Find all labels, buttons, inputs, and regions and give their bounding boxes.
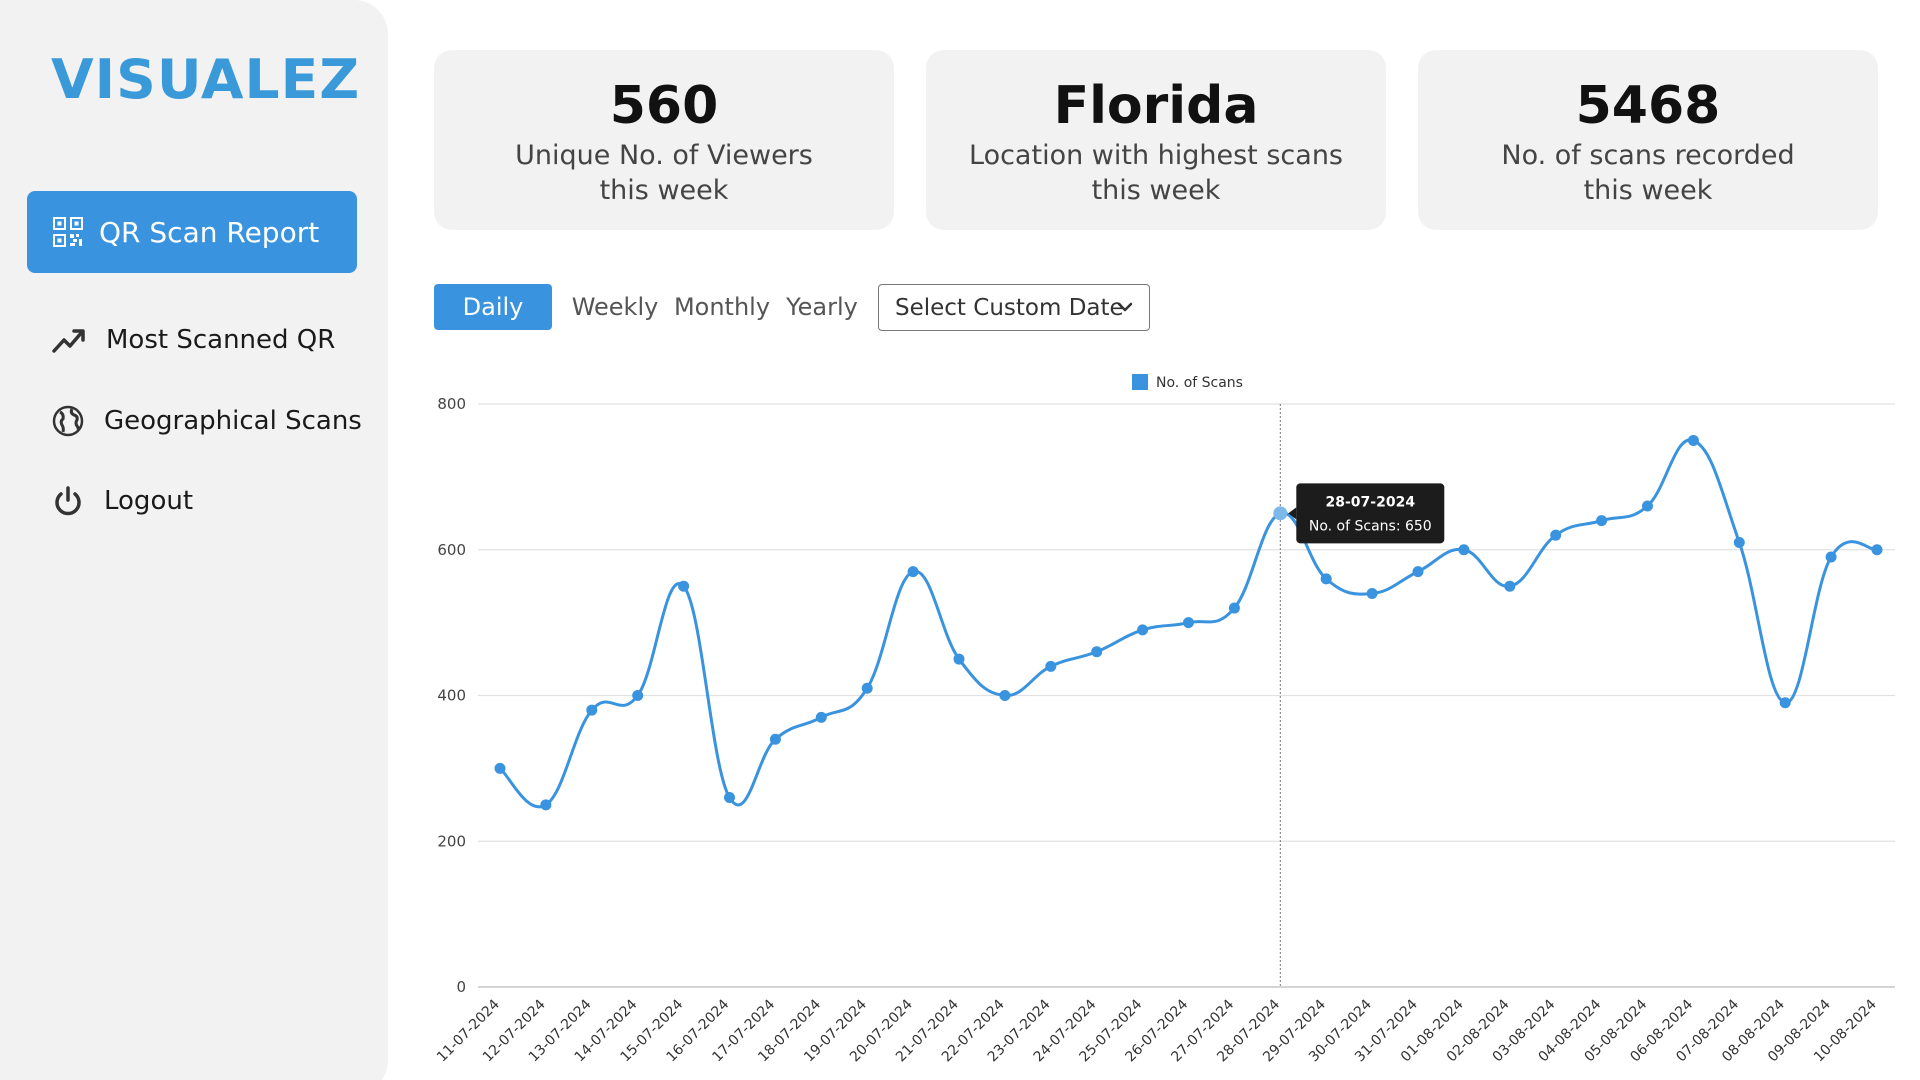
stat-card-unique-viewers: 560 Unique No. of Viewers this week	[434, 50, 894, 230]
data-point	[724, 792, 735, 804]
nav-qr-scan-report[interactable]: QR Scan Report	[27, 191, 357, 273]
data-point	[999, 690, 1011, 701]
power-icon	[52, 485, 84, 517]
stat-desc-line2: this week	[1091, 175, 1221, 206]
custom-date-select[interactable]: Select Custom Date	[878, 284, 1150, 331]
data-point	[1687, 434, 1699, 446]
globe-icon	[52, 405, 84, 437]
data-point	[815, 711, 827, 723]
nav-logout-label: Logout	[104, 486, 194, 516]
y-tick-label: 0	[456, 978, 466, 996]
data-point	[1596, 515, 1608, 527]
tooltip-box	[1296, 483, 1445, 544]
data-point	[953, 653, 965, 665]
stat-value: 560	[609, 76, 719, 136]
data-point	[678, 580, 690, 592]
series-line	[498, 438, 1878, 809]
stat-value: Florida	[1053, 76, 1259, 136]
data-point	[494, 762, 506, 774]
nav-qr-scan-report-label: QR Scan Report	[99, 215, 320, 249]
y-tick-label: 600	[437, 541, 466, 559]
tab-daily[interactable]: Daily	[434, 284, 552, 330]
y-tick-label: 400	[437, 687, 466, 705]
data-point	[1733, 536, 1745, 548]
data-point	[1137, 624, 1149, 636]
tooltip-date: 28-07-2024	[1326, 494, 1416, 510]
qr-code-icon	[53, 217, 83, 247]
data-point	[586, 704, 598, 716]
data-point	[1642, 500, 1653, 512]
data-point	[632, 690, 644, 701]
data-point	[1458, 544, 1470, 556]
stat-desc-line1: No. of scans recorded	[1501, 140, 1795, 171]
stat-desc-line2: this week	[1583, 175, 1713, 206]
data-point	[1504, 580, 1516, 592]
tab-yearly[interactable]: Yearly	[786, 293, 858, 321]
data-point	[861, 682, 873, 694]
data-point	[540, 799, 552, 811]
nav-geographical-scans[interactable]: Geographical Scans	[52, 399, 362, 443]
data-point	[1550, 529, 1562, 541]
data-point	[1412, 566, 1424, 578]
stat-desc-line1: Location with highest scans	[969, 140, 1343, 171]
stat-card-scans-recorded: 5468 No. of scans recorded this week	[1418, 50, 1878, 230]
sidebar: VISUALEZ QR Scan Report	[0, 0, 388, 1080]
data-point	[1366, 587, 1378, 599]
nav-most-scanned-qr[interactable]: Most Scanned QR	[52, 318, 335, 362]
data-point	[1273, 506, 1288, 521]
custom-date-label: Select Custom Date	[895, 294, 1124, 321]
stat-value: 5468	[1575, 76, 1721, 136]
stat-card-top-location: Florida Location with highest scans this…	[926, 50, 1386, 230]
y-tick-label: 200	[437, 832, 466, 850]
legend-swatch	[1132, 374, 1148, 390]
nav-most-scanned-qr-label: Most Scanned QR	[106, 325, 336, 355]
tab-monthly[interactable]: Monthly	[673, 293, 771, 321]
data-point	[1045, 660, 1057, 672]
data-point	[1228, 602, 1240, 614]
tooltip-value: No. of Scans: 650	[1309, 518, 1432, 534]
stat-desc-line2: this week	[599, 175, 729, 206]
legend-label: No. of Scans	[1156, 375, 1243, 391]
stat-desc-line1: Unique No. of Viewers	[515, 140, 813, 171]
brand-logo: VISUALEZ	[50, 48, 361, 111]
chevron-down-icon	[1115, 297, 1135, 317]
tooltip-arrow	[1288, 507, 1297, 520]
trending-up-icon	[52, 325, 86, 355]
nav-geographical-scans-label: Geographical Scans	[104, 406, 362, 436]
nav-logout[interactable]: Logout	[52, 479, 193, 523]
data-point	[1871, 544, 1883, 556]
data-point	[1320, 573, 1332, 585]
data-point	[1183, 617, 1194, 629]
y-tick-label: 800	[437, 395, 466, 413]
data-point	[1779, 697, 1791, 709]
data-point	[769, 733, 781, 745]
tab-weekly[interactable]: Weekly	[571, 293, 659, 321]
data-point	[1825, 551, 1837, 563]
data-point	[907, 566, 919, 578]
data-point	[1091, 646, 1103, 658]
